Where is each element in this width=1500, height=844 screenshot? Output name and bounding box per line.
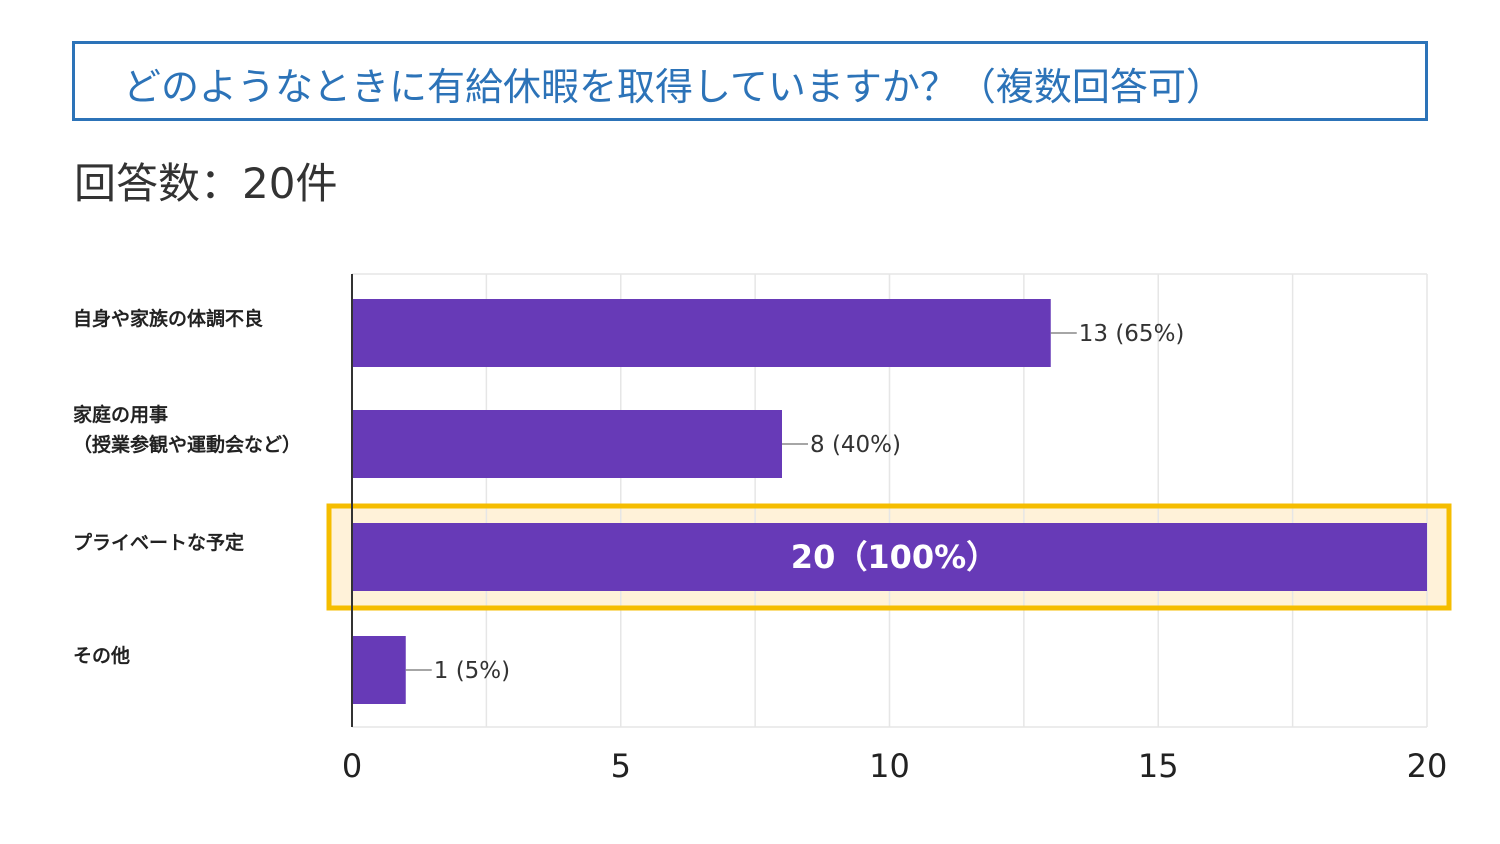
data-label: 13 (65%) [1079,321,1185,347]
bar [352,410,782,478]
response-count: 回答数：20件 [74,159,338,208]
bar [352,299,1051,367]
data-label: 20（100%） [791,538,998,576]
question-title: どのようなときに有給休暇を取得していますか？（複数回答可） [123,65,1224,109]
highlight-border [326,503,1452,611]
x-tick-label: 5 [611,747,631,785]
x-tick-label: 0 [342,747,362,785]
bar [352,636,406,704]
category-label: その他 [73,644,130,667]
data-label: 8 (40%) [810,432,901,458]
question-title-box: どのようなときに有給休暇を取得していますか？（複数回答可） [72,41,1428,121]
x-tick-label: 10 [869,747,910,785]
x-tick-label: 20 [1407,747,1448,785]
category-label: 自身や家族の体調不良 [73,307,263,330]
category-label: 家庭の用事 [73,403,168,426]
category-label: （授業参観や運動会など） [73,433,301,456]
x-tick-label: 15 [1138,747,1179,785]
bar [352,523,1427,591]
category-label: プライベートな予定 [73,531,244,554]
data-label: 1 (5%) [434,658,510,684]
